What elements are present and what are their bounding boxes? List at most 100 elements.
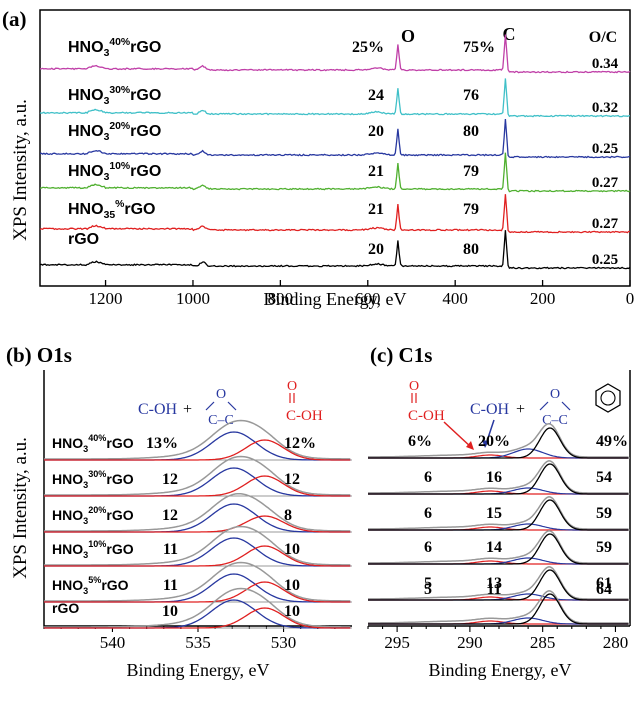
b-cooh-pct: 10 — [284, 603, 300, 620]
c-cc-pct: 59 — [596, 539, 612, 556]
a-sample-label: HNO35%rGO — [68, 199, 156, 221]
b-sample-label-sup: 40% — [88, 433, 106, 443]
c-envelope-line — [368, 496, 629, 530]
panel-c-xlabel: Binding Energy, eV — [429, 660, 572, 680]
b-cooh-pct: 12 — [284, 471, 300, 488]
b-sample-label-sub: 3 — [83, 550, 88, 560]
b-sample-label-sub: 3 — [83, 586, 88, 596]
a-sample-label-sup: 10% — [109, 161, 130, 172]
c-xtick-label: 295 — [384, 633, 410, 652]
a-sample-label-main: HNO — [68, 163, 104, 180]
c-epoxy-cc: C–C — [542, 413, 568, 428]
c-cc-pct: 49% — [596, 433, 628, 450]
a-o-pct: 25% — [352, 39, 384, 56]
a-sample-label-sub: 3 — [104, 172, 110, 183]
b-sample-label: HNO35%rGO — [52, 575, 129, 596]
a-xtick-label: 600 — [355, 289, 381, 308]
a-sample-label: HNO310%rGO — [68, 161, 161, 183]
c-epoxy-bond-left — [539, 401, 549, 411]
b-envelope-line — [44, 492, 351, 532]
b-coh-pct: 11 — [163, 541, 178, 558]
panel-a-xlabel: Binding Energy, eV — [264, 289, 407, 309]
b-xtick-label: 530 — [271, 633, 297, 652]
a-c-pct: 80 — [463, 241, 479, 258]
a-sample-label-main: HNO — [68, 201, 104, 218]
a-xtick-label: 1200 — [89, 289, 123, 308]
c-xtick-label: 280 — [603, 633, 629, 652]
a-xtick-label: 400 — [442, 289, 468, 308]
c-cc-pct: 61 — [596, 575, 612, 592]
a-xtick-label: 0 — [626, 289, 634, 308]
c-cooh-pct: 6% — [408, 433, 432, 450]
c-cc-pct: 64 — [596, 581, 612, 598]
a-o-pct: 20 — [368, 241, 384, 258]
panel-c-spectra: 6% 20% 49%6 16 546 15 596 14 595 13 615 11 64 — [368, 423, 630, 625]
b-sample-label: HNO310%rGO — [52, 539, 134, 560]
b-epoxy-cc: C–C — [208, 413, 234, 428]
b-sample-label-sup: 30% — [88, 469, 106, 479]
c-coh-pct: 11 — [486, 581, 501, 598]
b-sample-label-sup: 5% — [88, 575, 101, 585]
a-sample-label-sup: 20% — [109, 121, 130, 132]
c-envelope-line — [368, 460, 629, 494]
c-envelope-line — [368, 530, 629, 564]
b-cooh-pct: 10 — [284, 577, 300, 594]
c-cooh-pct: 6 — [424, 505, 432, 522]
a-spectrum-line — [39, 194, 631, 234]
a-o-pct: 24 — [368, 87, 384, 104]
a-sample-label-sub: 3 — [104, 48, 110, 59]
a-c-pct: 76 — [463, 87, 479, 104]
b-envelope-line — [44, 525, 351, 566]
a-sample-label-main: HNO — [68, 123, 104, 140]
b-sample-label-main: HNO — [52, 507, 83, 523]
a-xtick-label: 1000 — [176, 289, 210, 308]
a-oc-ratio: 0.25 — [592, 252, 618, 268]
b-coh-pct: 13% — [146, 435, 178, 452]
panel-a-frame — [39, 9, 631, 287]
a-sample-label: rGO — [68, 231, 99, 248]
b-envelope-line — [44, 419, 351, 460]
panel-c-tag: (c) C1s — [370, 343, 432, 367]
panel-a-tag: (a) — [2, 7, 27, 31]
a-sample-label-sup: 40% — [109, 37, 130, 48]
c-cooh-arrow — [443, 421, 473, 449]
b-coh-pct: 12 — [162, 471, 178, 488]
c-cooh-pct: 6 — [424, 469, 432, 486]
panel-b: (b) O1s XPS Intensity, a.u. 540 535 530 Bi… — [6, 343, 352, 680]
c-cc-pct: 54 — [596, 469, 612, 486]
a-c-pct: 79 — [463, 201, 479, 218]
c-coh-pct: 15 — [486, 505, 502, 522]
b-sample-label-sup: 20% — [88, 505, 106, 515]
b-sample-label: HNO330%rGO — [52, 469, 134, 490]
b-epoxy-bond-left — [205, 401, 215, 411]
a-sample-label-tail: rGO — [130, 123, 161, 140]
c-annot-coh: C-OH — [470, 401, 510, 418]
c-annot-plus: + — [516, 401, 525, 418]
a-c-pct: 75% — [463, 39, 495, 56]
b-coh-pct: 10 — [162, 603, 178, 620]
a-sample-label-sub: 3 — [104, 96, 110, 107]
panel-a-xticks: 1200 1000 800 600 400 200 0 — [89, 280, 634, 308]
c-coh-pct: 13 — [486, 575, 502, 592]
c-xtick-label: 290 — [457, 633, 483, 652]
a-oc-ratio: 0.32 — [592, 100, 618, 116]
b-sample-label: rGO — [52, 600, 79, 616]
b-sample-label-sub: 3 — [83, 516, 88, 526]
b-sample-label: HNO340%rGO — [52, 433, 134, 454]
b-cooh-component — [44, 581, 351, 603]
ratio-header: O/C — [589, 29, 617, 46]
c-epoxy-o: O — [550, 387, 560, 402]
a-spectrum-line — [39, 78, 631, 118]
c-envelope-line — [368, 423, 629, 458]
c-coh-arrow — [485, 419, 495, 445]
a-sample-label-sub: 35 — [104, 210, 116, 221]
a-spectrum-line — [39, 230, 631, 270]
b-envelope-line — [44, 587, 351, 628]
a-spectrum-line — [39, 118, 631, 159]
c-envelope-line — [368, 566, 629, 600]
b-envelope-line — [44, 561, 351, 602]
b-cooh-component — [44, 515, 351, 533]
panel-b-xlabel: Binding Energy, eV — [127, 660, 270, 680]
